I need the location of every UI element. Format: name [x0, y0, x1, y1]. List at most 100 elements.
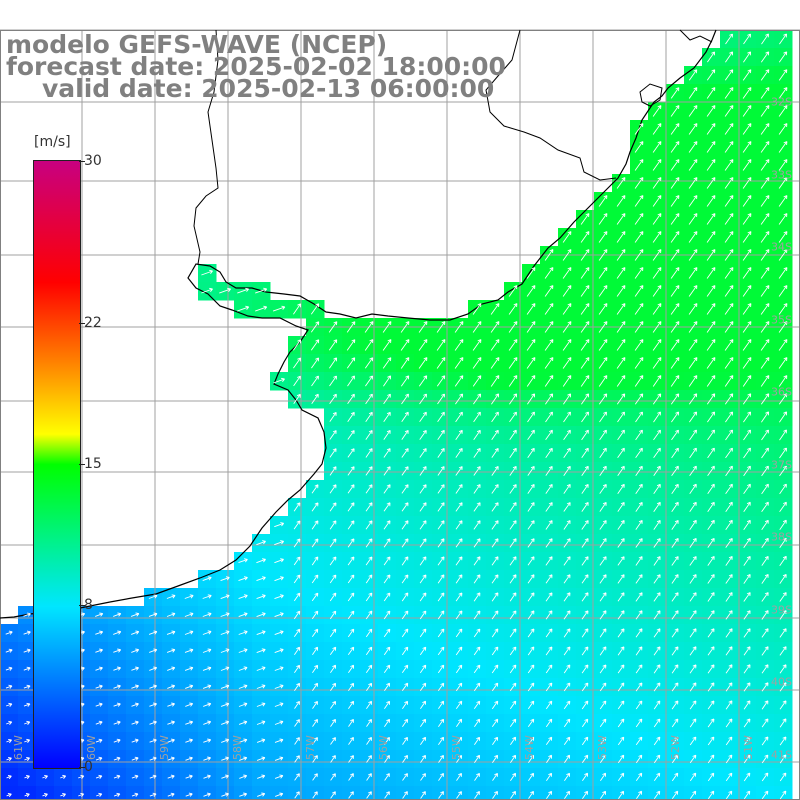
wind-arrow: [724, 339, 734, 351]
wind-arrow: [670, 285, 680, 297]
wind-arrow: [761, 736, 769, 746]
wind-arrow: [6, 720, 13, 725]
wind-arrow: [653, 592, 661, 602]
wind-arrow: [437, 664, 445, 674]
wind-arrow: [366, 700, 373, 709]
wind-arrow: [95, 648, 103, 653]
wind-arrow: [366, 755, 372, 763]
wind-arrow: [527, 502, 535, 512]
wind-arrow: [149, 666, 158, 671]
wind-arrow: [724, 375, 734, 387]
border-uruguay-brazil: [485, 29, 617, 181]
wind-arrow: [329, 357, 338, 369]
wind-speed-cell: [414, 786, 433, 800]
wind-arrow: [598, 249, 608, 261]
wind-arrow: [670, 87, 680, 99]
wind-arrow: [653, 700, 661, 710]
wind-arrow: [635, 682, 643, 692]
wind-arrow: [491, 429, 499, 440]
wind-arrow: [689, 465, 697, 477]
wind-arrow: [634, 375, 644, 387]
wind-arrow: [563, 628, 571, 638]
wind-arrow: [580, 285, 590, 297]
wind-arrow: [761, 628, 769, 638]
wind-arrow: [706, 195, 716, 207]
wind-arrow: [670, 393, 680, 405]
wind-arrow: [562, 375, 572, 387]
wind-arrow: [598, 267, 608, 279]
wind-arrow: [563, 393, 572, 405]
wind-arrow: [312, 682, 319, 691]
wind-arrow: [131, 792, 139, 797]
wind-arrow: [366, 718, 372, 727]
wind-arrow: [438, 791, 444, 799]
wind-arrow: [274, 576, 284, 582]
wind-arrow: [312, 700, 318, 709]
wind-arrow: [184, 594, 194, 599]
wind-arrow: [294, 737, 300, 745]
wind-arrow: [564, 790, 571, 799]
wind-arrow: [761, 411, 770, 423]
wind-arrow: [238, 612, 248, 618]
wind-arrow: [202, 648, 212, 653]
wind-arrow: [272, 305, 286, 312]
wind-arrow: [400, 321, 410, 333]
wind-arrow: [599, 501, 607, 512]
wind-arrow: [546, 772, 553, 781]
wind-arrow: [618, 790, 625, 799]
wind-arrow: [312, 773, 318, 781]
wind-arrow: [689, 682, 697, 692]
wind-arrow: [742, 231, 752, 243]
wind-arrow: [778, 213, 788, 225]
wind-arrow: [329, 574, 337, 584]
wind-arrow: [652, 177, 662, 189]
wind-arrow: [113, 612, 122, 617]
wind-arrow: [779, 664, 787, 674]
longitude-label: 58W: [231, 735, 244, 760]
wind-arrow: [384, 736, 390, 745]
wind-arrow: [635, 519, 643, 530]
wind-arrow: [563, 610, 571, 620]
wind-arrow: [131, 702, 139, 707]
wind-arrow: [725, 646, 733, 656]
wind-arrow: [724, 69, 734, 81]
wind-arrow: [545, 447, 553, 458]
wind-arrow: [166, 630, 176, 635]
wind-arrow: [545, 465, 553, 476]
wind-arrow: [95, 630, 104, 635]
wind-arrow: [760, 285, 770, 297]
wind-speed-cell: [36, 786, 55, 800]
wind-arrow: [311, 484, 319, 494]
wind-arrow: [634, 213, 644, 225]
wind-arrow: [256, 648, 266, 654]
wind-arrow: [725, 411, 734, 423]
wind-arrow: [617, 628, 625, 638]
wind-arrow: [185, 720, 194, 725]
wind-arrow: [455, 592, 463, 602]
latitude-label: 40S: [771, 675, 792, 689]
wind-arrow: [617, 574, 625, 584]
wind-arrow: [670, 303, 680, 315]
wind-arrow: [778, 69, 788, 81]
wind-arrow: [365, 592, 373, 602]
wind-arrow: [760, 123, 770, 135]
wind-arrow: [778, 339, 788, 351]
wind-arrow: [473, 574, 481, 584]
wind-arrow: [617, 718, 625, 728]
wind-arrow: [742, 339, 752, 351]
wind-arrow: [509, 610, 517, 620]
wind-arrow: [635, 556, 643, 566]
wind-arrow: [635, 429, 643, 441]
wind-arrow: [437, 520, 445, 530]
wind-arrow: [634, 339, 644, 351]
longitude-label: 53W: [596, 735, 609, 760]
wind-arrow: [96, 792, 103, 797]
wind-arrow: [383, 538, 391, 548]
wind-arrow: [528, 754, 535, 763]
wind-arrow: [220, 702, 230, 707]
wind-arrow: [348, 700, 355, 709]
wind-arrow: [779, 772, 787, 782]
wind-arrow: [473, 592, 481, 602]
wind-arrow: [311, 538, 319, 548]
wind-arrow: [220, 630, 230, 635]
